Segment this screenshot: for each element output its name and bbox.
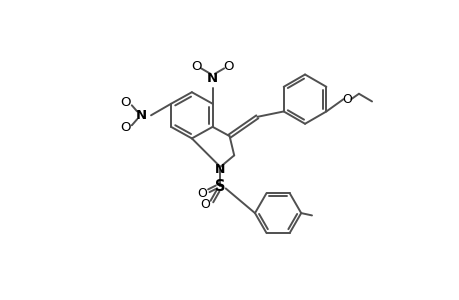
Text: O: O bbox=[120, 121, 131, 134]
Text: O: O bbox=[196, 187, 207, 200]
Text: N: N bbox=[135, 109, 146, 122]
Text: S: S bbox=[215, 178, 225, 194]
Text: N: N bbox=[215, 163, 225, 176]
Text: O: O bbox=[200, 198, 209, 211]
Text: O: O bbox=[223, 59, 234, 73]
Text: O: O bbox=[120, 97, 131, 110]
Text: O: O bbox=[341, 93, 352, 106]
Text: O: O bbox=[191, 59, 202, 73]
Text: N: N bbox=[207, 72, 218, 85]
